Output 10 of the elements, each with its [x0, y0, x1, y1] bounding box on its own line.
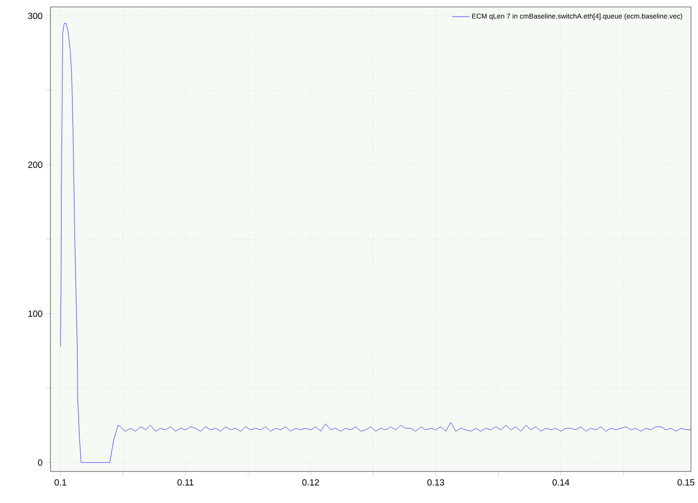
y-tick-label: 200	[28, 161, 42, 168]
y-tick-label: 300	[28, 12, 42, 19]
x-tick-label: 0.13	[427, 479, 444, 486]
x-tick-label: 0.15	[678, 479, 694, 486]
y-tick-label: 100	[28, 310, 42, 317]
y-tick-label: 0	[38, 459, 42, 466]
x-tick-label: 0.14	[552, 479, 570, 486]
x-tick-label: 0.11	[178, 479, 194, 486]
x-tick-label: 0.12	[302, 479, 319, 486]
x-tick-label: 0.1	[54, 479, 66, 486]
